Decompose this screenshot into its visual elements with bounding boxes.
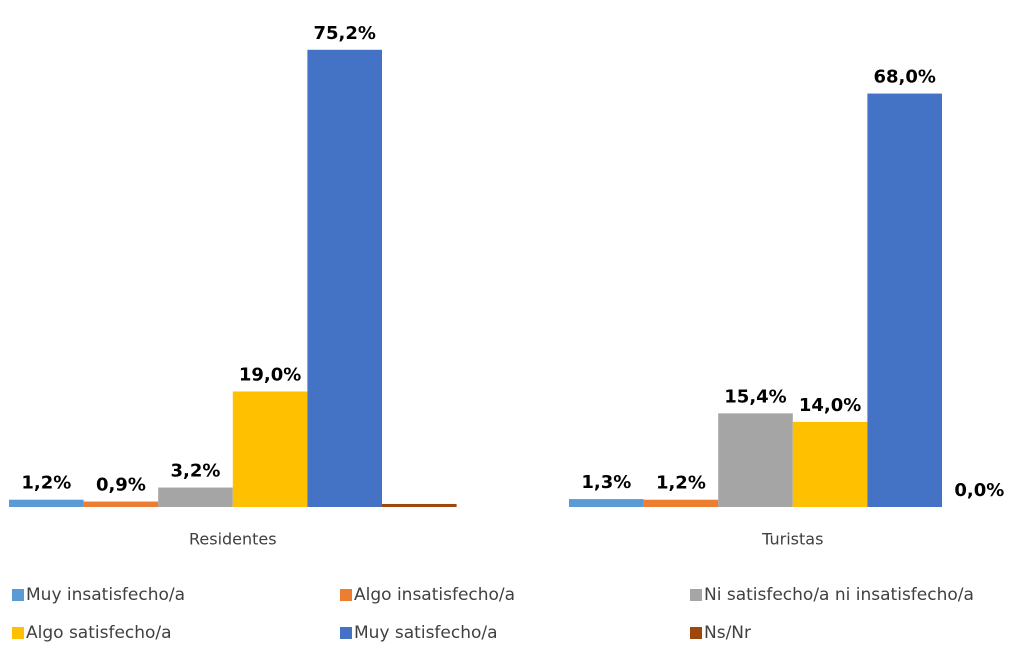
value-label: 68,0% <box>873 67 935 88</box>
value-label: 75,2% <box>313 23 375 44</box>
bar <box>643 499 719 507</box>
bar <box>307 49 382 508</box>
bar <box>718 413 793 507</box>
value-label: 1,3% <box>581 472 631 493</box>
bar <box>867 93 942 507</box>
legend-swatch <box>12 627 24 639</box>
legend-swatch <box>340 589 352 601</box>
value-label: 1,2% <box>656 473 706 494</box>
legend-swatch <box>690 589 702 601</box>
x-tick-label: Turistas <box>761 530 823 549</box>
value-label: 19,0% <box>239 364 301 385</box>
legend-swatch <box>340 627 352 639</box>
x-tick-label: Residentes <box>189 530 277 549</box>
legend-label: Muy satisfecho/a <box>354 623 498 643</box>
legend-label: Ns/Nr <box>704 623 751 643</box>
legend-swatch <box>690 627 702 639</box>
bar <box>9 499 84 507</box>
bar <box>158 487 233 507</box>
value-label: 0,9% <box>96 475 146 496</box>
value-label: 0,0% <box>954 480 1004 501</box>
legend-label: Muy insatisfecho/a <box>26 585 185 605</box>
bar <box>83 501 159 507</box>
value-label: 15,4% <box>724 386 786 407</box>
value-label: 3,2% <box>171 461 221 482</box>
legend-swatch <box>12 589 24 601</box>
bar <box>792 421 868 507</box>
legend-label: Ni satisfecho/a ni insatisfecho/a <box>704 585 974 605</box>
bar <box>382 503 457 507</box>
legend-label: Algo insatisfecho/a <box>354 585 515 605</box>
bar <box>232 391 308 507</box>
legend-label: Algo satisfecho/a <box>26 623 172 643</box>
bar <box>569 499 644 507</box>
value-label: 1,2% <box>21 473 71 494</box>
value-label: 14,0% <box>799 395 861 416</box>
